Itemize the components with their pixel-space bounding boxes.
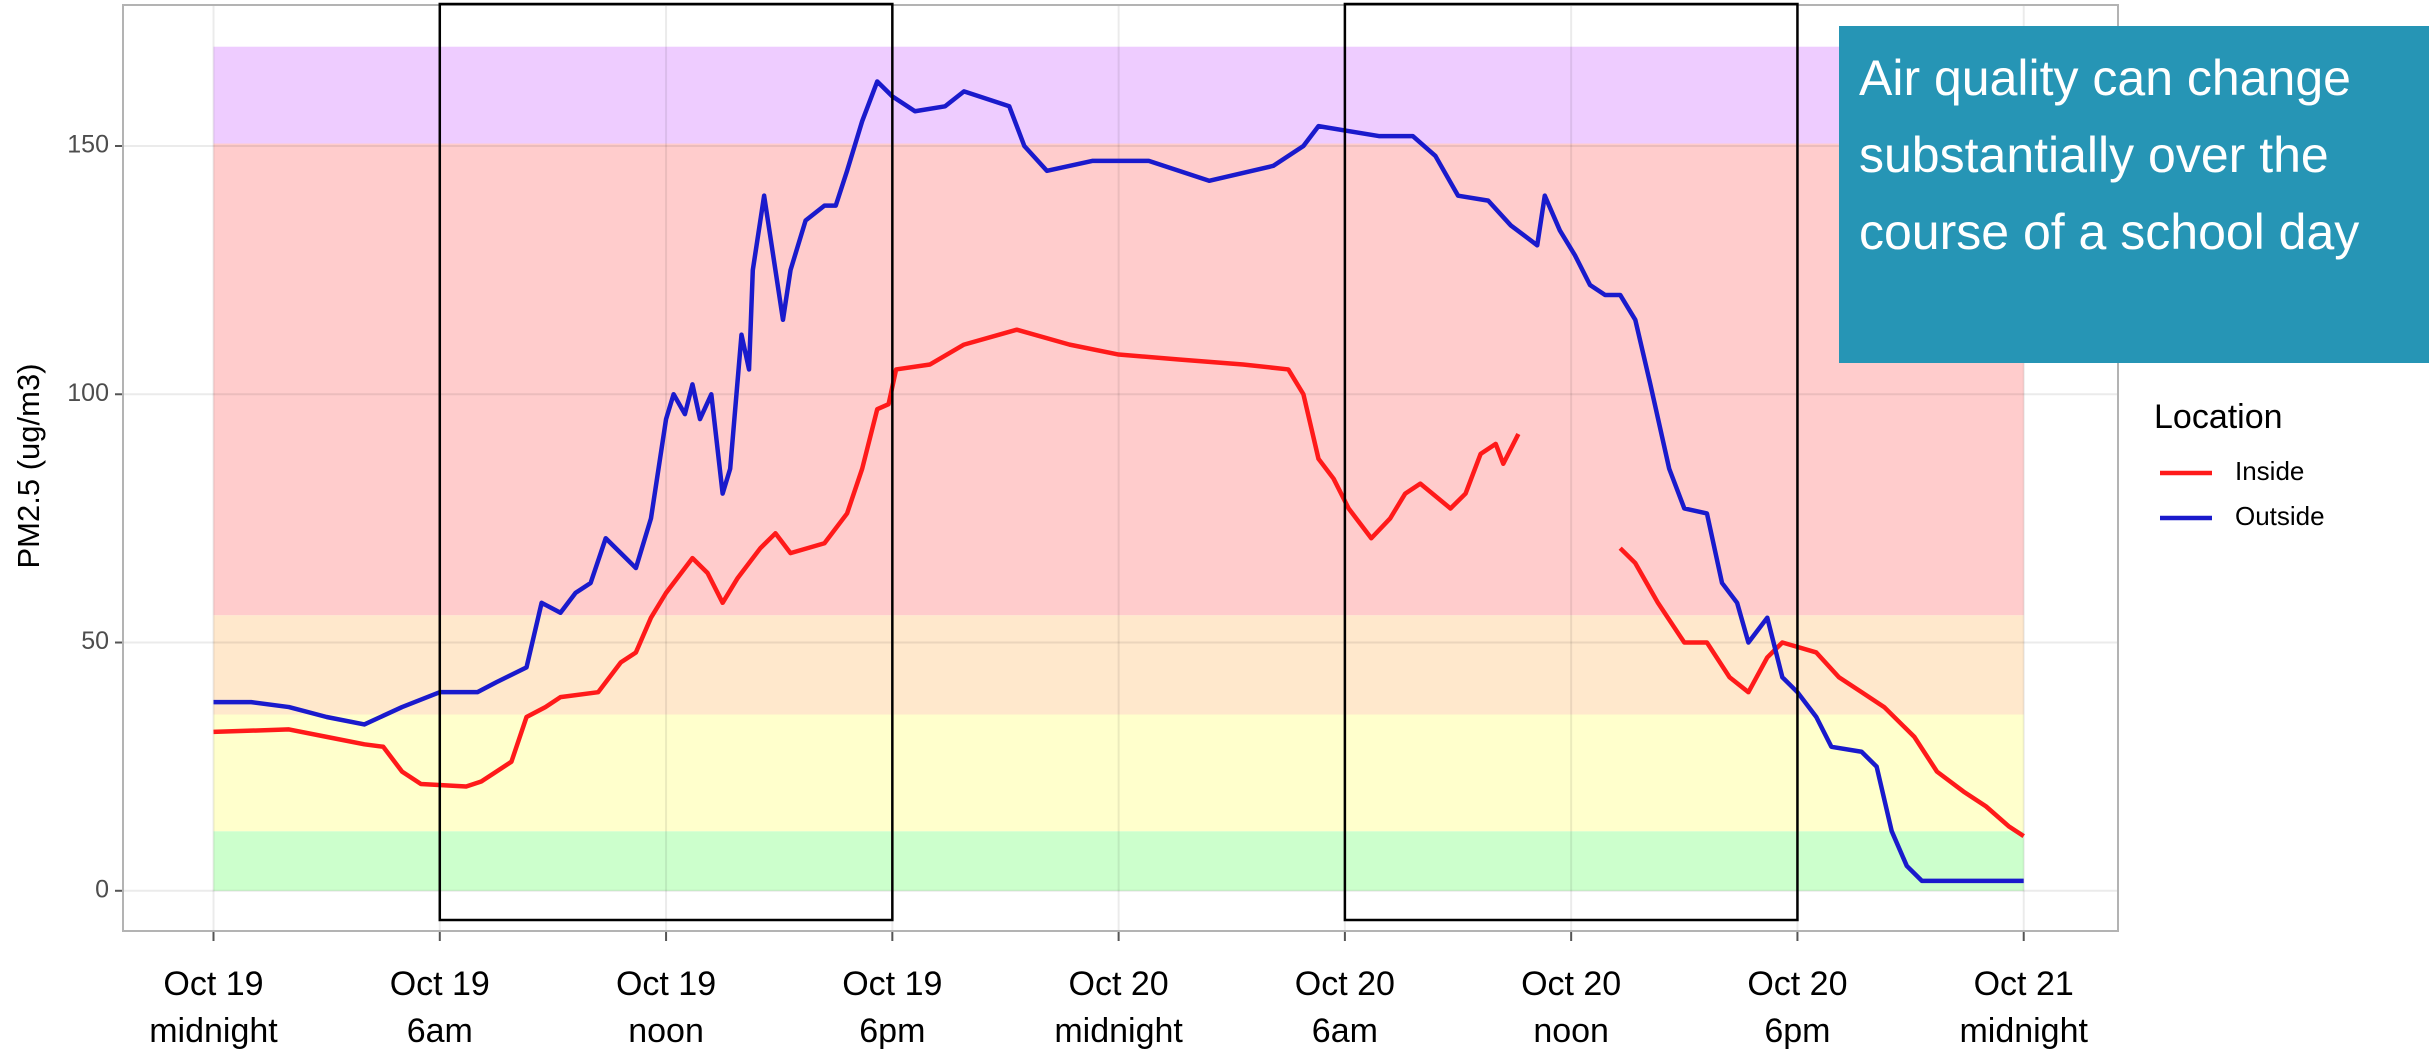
x-tick-label: Oct 19 midnight [149, 965, 278, 1050]
series-line [213, 79, 2024, 884]
aqi-band [213, 143, 2024, 616]
x-tick-label: Oct 21 midnight [1959, 965, 2088, 1050]
legend-title: Location [2154, 398, 2283, 436]
y-tick-label: 50 [81, 627, 109, 655]
x-tick-label: Oct 20 6pm [1747, 965, 1848, 1050]
y-tick-label: 150 [67, 131, 109, 159]
aqi-band [213, 46, 2024, 144]
x-tick-label: Oct 20 midnight [1054, 965, 1183, 1050]
highlight-box [438, 2, 894, 922]
x-tick-label: Oct 19 6pm [842, 965, 943, 1050]
panel-border [122, 4, 2119, 932]
y-tick-label: 100 [67, 379, 109, 407]
x-tick-label: Oct 20 6am [1294, 965, 1395, 1050]
legend-label: Outside [2235, 501, 2325, 531]
x-tick-label: Oct 20 noon [1521, 965, 1622, 1050]
x-tick-label: Oct 19 noon [615, 965, 717, 1050]
aqi-band [213, 831, 2024, 891]
y-axis-title: PM2.5 (ug/m3) [11, 363, 46, 568]
legend-label: Inside [2235, 456, 2304, 486]
y-tick-label: 0 [95, 875, 109, 903]
annotation: Air quality can change substantially ove… [1839, 26, 2429, 363]
x-tick-label: Oct 19 6am [389, 965, 490, 1050]
aqi-band [213, 714, 2024, 832]
highlight-box [1343, 2, 1799, 922]
series-line [213, 327, 2025, 839]
